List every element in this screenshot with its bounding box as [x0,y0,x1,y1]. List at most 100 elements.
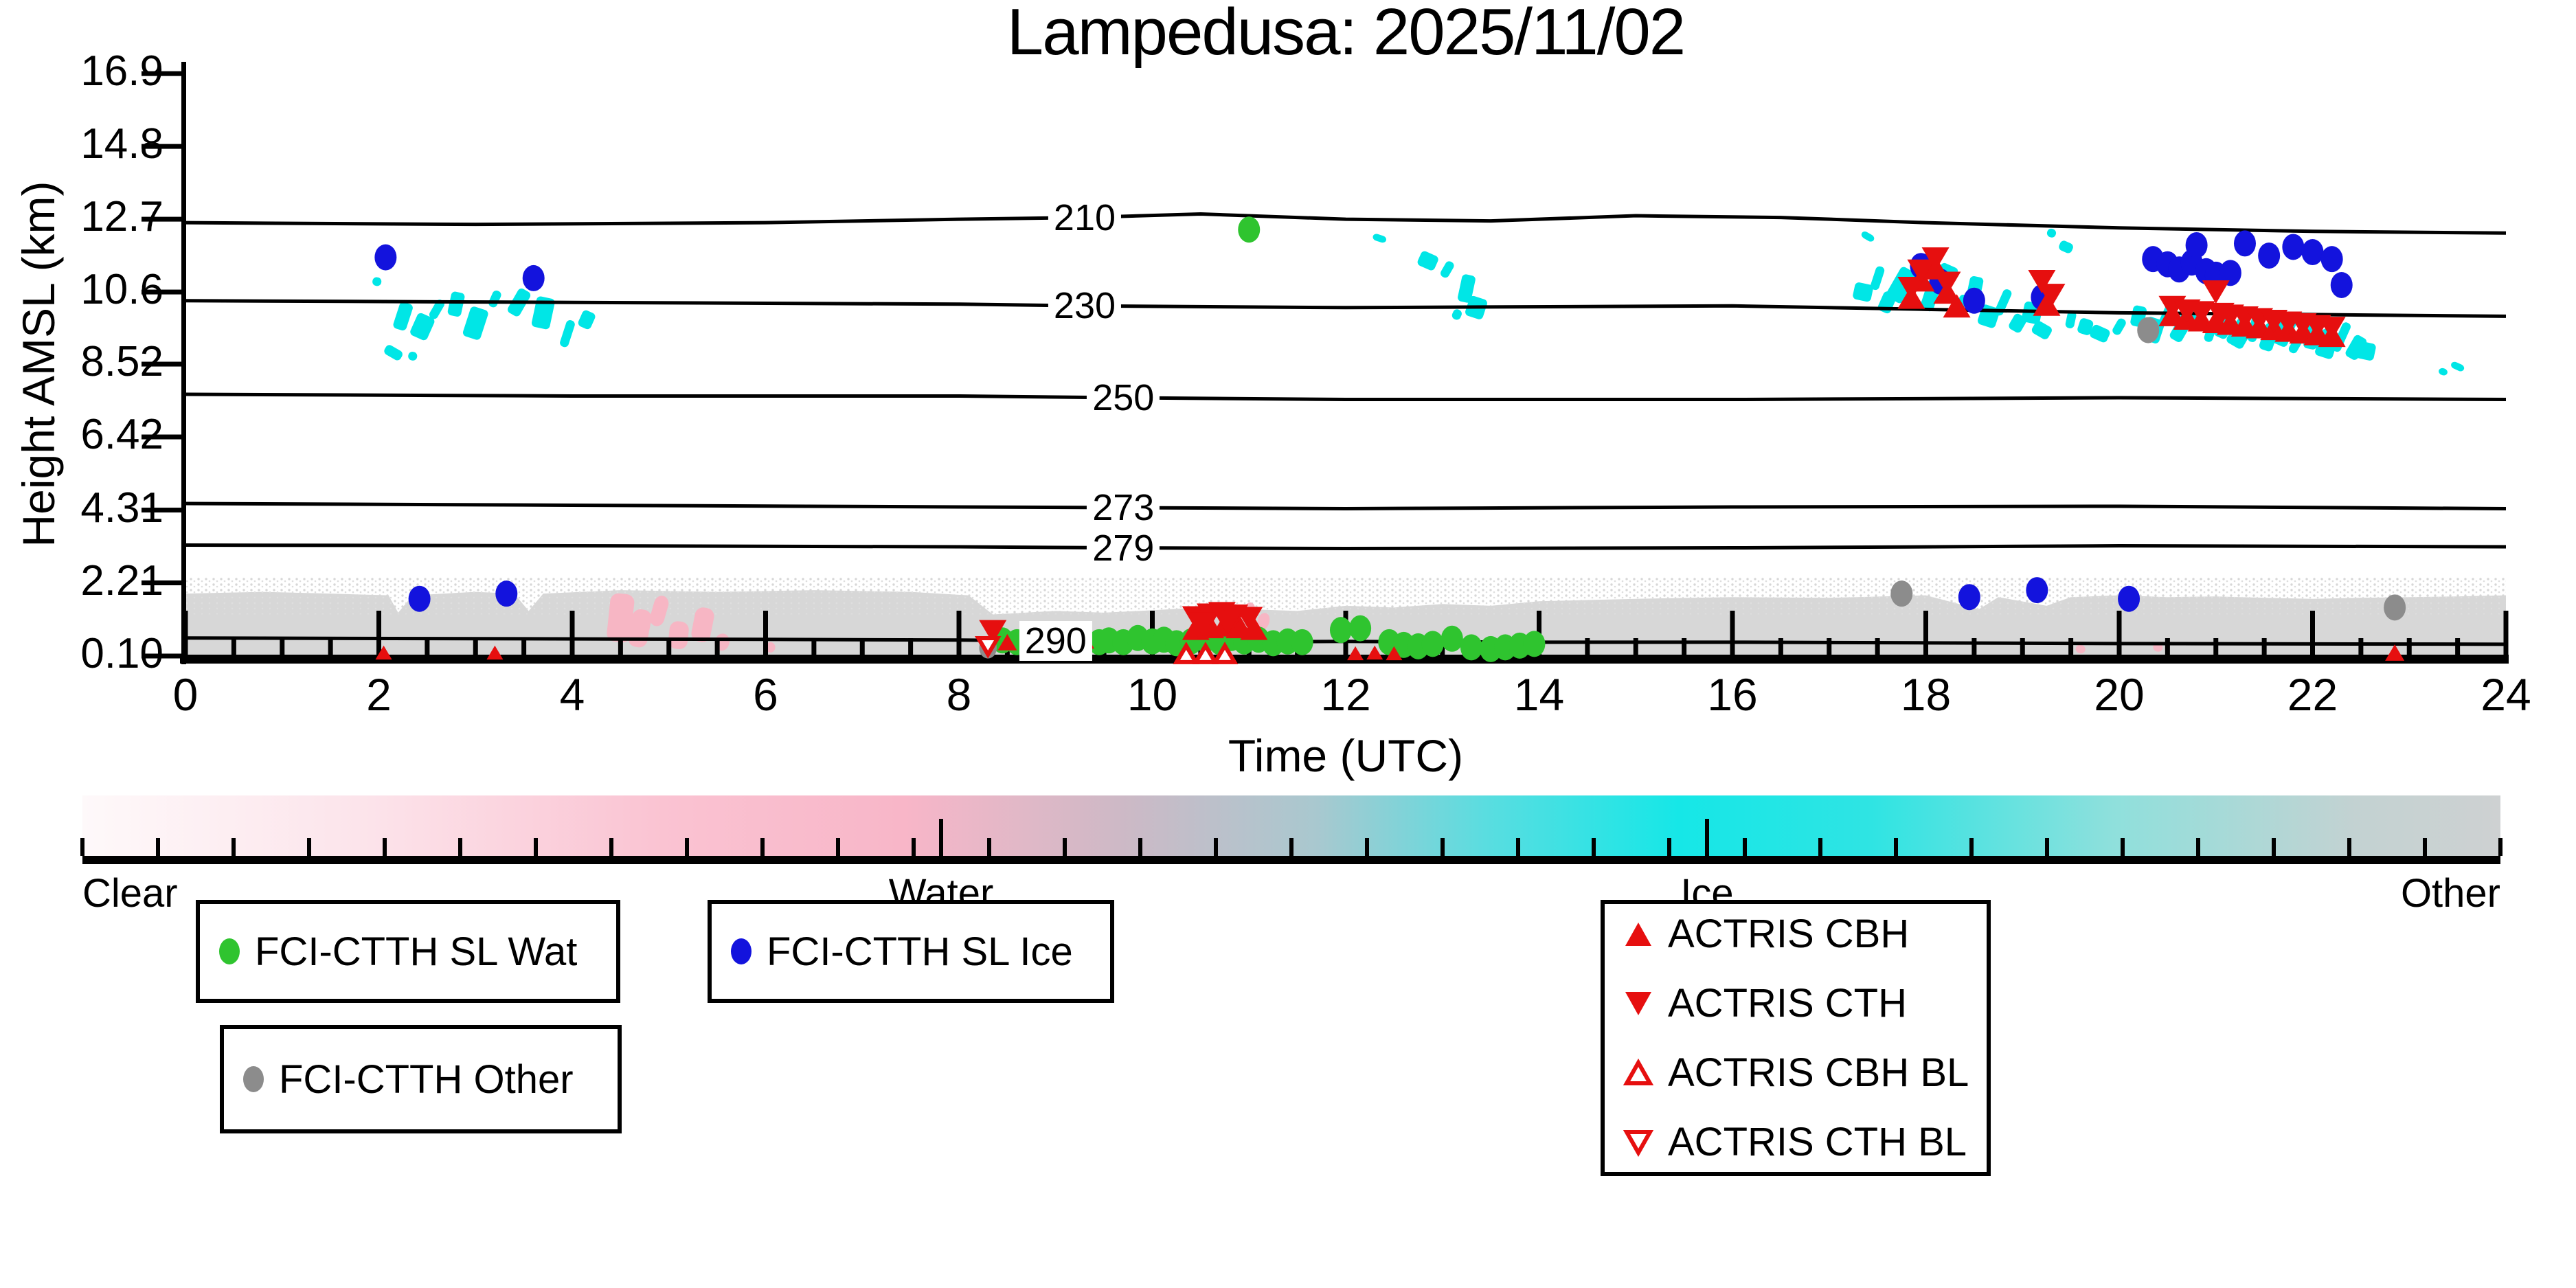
x-tick-label: 4 [559,669,585,720]
x-tick-label: 18 [1900,669,1952,720]
colorbar-tick [1289,838,1293,856]
triangle-up-filled-icon [1625,922,1651,946]
x-tick-label: 14 [1513,669,1565,720]
colorbar-tick [1969,838,1974,856]
colorbar-tick [987,838,991,856]
x-tick-label: 24 [2481,669,2531,720]
x-axis-label: Time (UTC) [1228,730,1464,781]
x-tick-label: 16 [1707,669,1758,720]
series-actris-cth [979,247,2346,644]
colorbar-tick [912,838,916,856]
colorbar-tick [2121,838,2125,856]
y-tick-label: 4.31 [80,484,163,532]
isotherm-label-273: 273 [1087,487,1160,528]
colorbar-tick [156,838,160,856]
green-dot-icon [219,938,240,964]
colorbar-tick [2272,838,2276,856]
colorbar-tick [458,838,462,856]
colorbar-label-clear: Clear [82,871,178,916]
colorbar-tick [534,838,538,856]
legend-label: ACTRIS CTH BL [1668,1120,1967,1164]
colorbar-baseline [82,856,2500,864]
legend-label: ACTRIS CBH [1668,912,1910,956]
legend-label: FCI-CTTH SL Ice [767,929,1073,974]
bottom-spine [180,655,2509,664]
legend-row-actris-cth: ACTRIS CTH [1623,980,1987,1026]
series-actris-cth-bl [974,635,1002,659]
colorbar-tick [307,838,311,856]
isotherm-label-210: 210 [1048,197,1122,238]
isotherm-label-250: 250 [1087,378,1160,418]
colorbar-tick [2498,838,2502,856]
y-tick-label: 12.7 [80,193,163,241]
legend-label: ACTRIS CBH BL [1668,1050,1969,1095]
triangle-down-filled-icon [1625,991,1651,1015]
colorbar-tick [2347,838,2351,856]
legend-label: FCI-CTTH Other [279,1057,574,1102]
legend-row-actris-cbh-bl: ACTRIS CBH BL [1623,1050,1987,1096]
gray-dot-icon [243,1066,264,1092]
colorbar-tick [1818,838,1822,856]
isotherm-279 [185,543,2507,551]
x-tick-label: 10 [1127,669,1178,720]
x-tick-label: 2 [366,669,392,720]
plot-area [142,62,2509,664]
y-tick-label: 2.21 [80,556,163,605]
colorbar-tick [80,838,84,856]
isotherm-label-290: 290 [1019,621,1092,662]
series-actris-cbh-bl [1173,642,1239,664]
cloud-phase-colorbar [80,795,2502,864]
colorbar-tick [1516,838,1520,856]
colorbar-tick [1138,838,1142,856]
x-tick-label: 12 [1320,669,1371,720]
x-tick-label: 0 [172,669,199,720]
colorbar-tick [2045,838,2049,856]
colorbar-tick [1440,838,1445,856]
isotherm-273 [185,501,2507,511]
triangle-down-open-icon [1623,1129,1654,1157]
isotherm-label-279: 279 [1087,528,1160,568]
isotherm-250 [185,392,2507,402]
colorbar-tick [836,838,840,856]
colorbar-tick [2196,838,2200,856]
legend-row-actris-cth-bl: ACTRIS CTH BL [1623,1119,1987,1165]
x-tick-label: 6 [753,669,778,720]
legend-row-actris-cbh: ACTRIS CBH [1623,911,1987,957]
y-tick-label: 10.6 [80,266,163,314]
colorbar-tick [1667,838,1671,856]
x-tick-label: 22 [2287,669,2338,720]
y-ticks [142,71,185,659]
isotherm-label-230: 230 [1048,286,1122,326]
colorbar-tick [2423,838,2427,856]
colorbar-tick [685,838,689,856]
y-tick-label: 6.42 [80,411,163,459]
cloudmask-noise-speckle [185,576,2506,615]
page-title: Lampedusa: 2025/11/02 [1006,0,1686,69]
triangle-up-open-icon [1623,1058,1654,1085]
y-tick-label: 8.52 [80,338,163,386]
colorbar-tick [1705,819,1710,856]
colorbar-tick [231,838,236,856]
colorbar-tick [1365,838,1369,856]
isotherm-210 [185,212,2507,235]
legend-label: ACTRIS CTH [1668,981,1907,1026]
legend-fci-other: FCI-CTTH Other [220,1025,622,1133]
colorbar-tick [1063,838,1067,856]
legend-fci-sl-wat: FCI-CTTH SL Wat [196,900,620,1003]
colorbar-tick [938,819,943,856]
colorbar-tick [1592,838,1596,856]
colorbar-tick [1743,838,1747,856]
colorbar-label-other: Other [2400,871,2500,916]
x-tick-label: 20 [2094,669,2145,720]
colorbar-tick [383,838,387,856]
legend-fci-sl-ice: FCI-CTTH SL Ice [708,900,1114,1003]
y-tick-label: 14.8 [80,120,163,168]
colorbar-tick [760,838,765,856]
colorbar-tick [1214,838,1218,856]
legend-actris: ACTRIS CBH ACTRIS CTH ACTRIS CBH BL ACTR… [1601,900,1991,1176]
legend-label: FCI-CTTH SL Wat [255,929,578,974]
colorbar-tick [1894,838,1898,856]
colorbar-tick [609,838,613,856]
y-tick-label: 16.9 [80,47,163,95]
